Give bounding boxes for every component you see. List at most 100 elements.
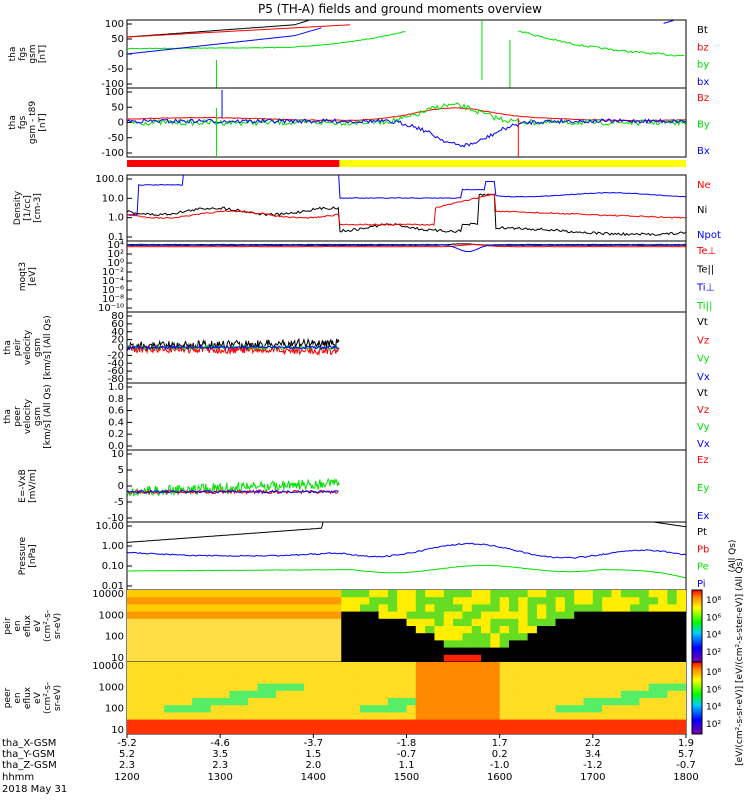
spectrogram-cell [453,654,463,662]
spectrogram-cell [555,654,566,662]
spectrogram-cell [192,719,203,728]
axis-value: -1.0 [490,760,510,771]
spectrogram-cell [648,618,659,627]
spectrogram-cell [266,726,277,734]
spectrogram-cell [397,698,407,706]
axis-value: 1700 [580,772,605,783]
spectrogram-cell [313,683,324,692]
spectrogram-cell [574,626,585,634]
legend-By: By [697,120,710,131]
spectrogram-cell [248,676,258,685]
spectrogram-cell [285,597,296,605]
spectrogram-cell [481,719,491,728]
spectrogram-cell [425,662,435,670]
spectrogram-cell [453,698,463,706]
spectrogram-cell [387,604,398,613]
spectrogram-cell [667,698,678,706]
legend-bz: bz [697,42,709,53]
spectrogram-cell [182,698,193,706]
spectrogram-cell [378,626,389,634]
spectrogram-cell [369,590,380,598]
spectrogram-cell [350,719,361,728]
spectrogram-cell [294,676,305,685]
spectrogram-cell [481,683,491,692]
spectrogram-cell [220,590,230,598]
spectrogram-cell [350,590,361,598]
spectrogram-cell [378,712,389,721]
spectrogram-cell [564,590,575,598]
panel-ylabel: [cm-3] [33,193,43,223]
spectrogram-cell [304,597,314,605]
spectrogram-cell [574,676,585,685]
spectrogram-cell [127,669,137,677]
spectrogram-cell [220,726,230,734]
spectrogram-cell [555,698,566,706]
spectrogram-cell [182,726,193,734]
spectrogram-cell [620,611,631,620]
axis-value: -0.7 [397,749,417,760]
spectrogram-cell [415,705,426,713]
spectrogram-cell [173,640,184,649]
spectrogram-cell [471,611,482,620]
spectrogram-cell [443,633,454,641]
spectrogram-cell [238,611,249,620]
spectrogram-cell [592,633,603,641]
spectrogram-cell [667,604,678,613]
spectrogram-cell [471,654,482,662]
legend-Vt: Vt [697,388,708,399]
spectrogram-cell [592,597,603,605]
spectrogram-cell [602,705,612,713]
spectrogram-cell [602,640,612,649]
spectrogram-cell [210,662,221,670]
spectrogram-cell [182,604,193,613]
spectrogram-cell [276,719,286,728]
spectrogram-cell [127,690,137,699]
spectrogram-cell [369,604,380,613]
spectrogram-cell [564,618,575,627]
spectrogram-cell [331,604,342,613]
spectrogram-cell [443,726,454,734]
spectrogram-cell [676,597,686,605]
spectrogram-cell [294,647,305,656]
panel-ylabel: [nT] [38,45,48,63]
y-tick-label: 10 [111,449,124,460]
spectrogram-cell [583,647,594,656]
y-tick-label: 10⁻⁶ [102,285,124,296]
spectrogram-cell [210,683,221,692]
spectrogram-cell [518,640,529,649]
spectrogram-cell [313,611,324,620]
spectrogram-cell [276,698,286,706]
spectrogram-cell [583,597,594,605]
spectrogram-cell [602,597,612,605]
spectrogram-cell [462,647,473,656]
spectrogram-cell [341,698,352,706]
axis-value: 2.3 [212,760,228,771]
spectrogram-cell [220,597,230,605]
legend-Ti||: Ti|| [696,301,712,312]
spectrogram-cell [471,647,482,656]
panel-peer_v: tha peer velocity gsm [km/s] (All Qs) 1.00.80… [3,382,710,452]
spectrogram-cell [453,618,463,627]
spectrogram-cell [210,726,221,734]
panel-ylabel: E=-VxB [18,469,28,503]
spectrogram-cell [387,590,398,598]
spectrogram-cell [611,597,622,605]
spectrogram-cell [406,726,417,734]
spectrogram-cell [676,604,686,613]
spectrogram-cell [285,669,296,677]
spectrogram-cell [434,654,445,662]
spectrogram-cell [630,618,640,627]
spectrogram-cell [322,683,333,692]
spectrogram-cell [238,597,249,605]
y-tick-label: 10⁻¹⁰ [98,303,124,314]
spectrogram-cell [406,647,417,656]
spectrogram-cell [313,712,324,721]
spectrogram-cell [574,719,585,728]
spectrogram-cell [387,690,398,699]
spectrogram-cell [499,633,510,641]
spectrogram-cell [508,626,519,634]
spectrogram-cell [201,683,212,692]
mode-bar [127,160,686,167]
spectrogram-cell [154,683,165,692]
spectrogram-cell [648,590,659,598]
